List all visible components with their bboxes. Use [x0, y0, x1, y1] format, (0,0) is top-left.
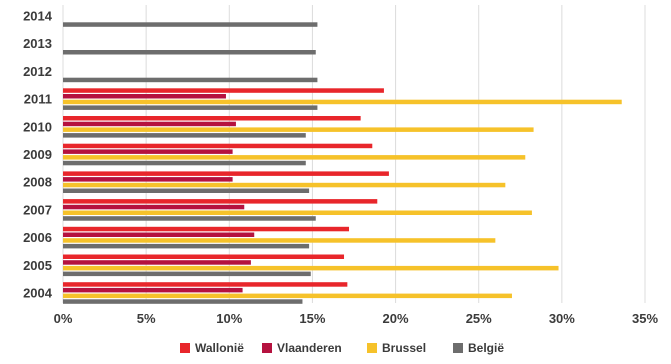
bar	[63, 177, 233, 182]
x-tick-label: 30%	[549, 311, 575, 326]
bar	[63, 271, 311, 277]
y-category-label: 2013	[23, 36, 52, 51]
bar	[63, 121, 236, 127]
bar	[63, 243, 310, 249]
bar	[63, 94, 226, 99]
bar	[63, 226, 350, 232]
bar	[63, 127, 534, 132]
x-tick-label: 25%	[466, 311, 492, 326]
bar	[63, 50, 316, 55]
legend-swatch	[180, 343, 190, 353]
bar	[63, 216, 316, 221]
bar	[63, 88, 384, 93]
x-tick-label: 35%	[632, 311, 658, 326]
bar	[63, 260, 251, 265]
y-category-label: 2011	[24, 92, 52, 107]
bar	[63, 199, 378, 204]
y-axis-labels: 2004 2005 2006 2007 2008 2009 2010 2011 2012 2013…	[23, 9, 53, 301]
bar	[63, 287, 243, 293]
bar	[63, 265, 559, 271]
bar	[63, 22, 318, 27]
x-tick-label: 0%	[54, 311, 73, 326]
bar	[63, 232, 255, 237]
legend-label: Vlaanderen	[277, 341, 342, 355]
bar	[63, 99, 622, 105]
bar	[63, 143, 373, 149]
y-category-label: 2005	[23, 258, 52, 273]
bar	[63, 116, 361, 121]
bar	[63, 293, 512, 299]
y-category-label: 2007	[23, 202, 52, 217]
bar	[63, 210, 532, 215]
legend-swatch	[367, 343, 377, 353]
y-category-label: 2012	[23, 64, 52, 79]
bar	[63, 182, 506, 188]
y-category-label: 2004	[23, 286, 53, 301]
bar	[63, 133, 306, 138]
legend-label: Brussel	[382, 341, 426, 355]
bar	[63, 254, 345, 259]
bars	[63, 22, 622, 304]
y-category-label: 2010	[23, 119, 52, 134]
x-tick-label: 20%	[383, 311, 409, 326]
legend-swatch	[262, 343, 272, 353]
bar	[63, 160, 306, 166]
legend-swatch	[453, 343, 463, 353]
x-tick-label: 15%	[299, 311, 325, 326]
bar	[63, 282, 348, 287]
bar	[63, 171, 389, 176]
bar	[63, 238, 496, 243]
grid-lines	[62, 5, 646, 303]
x-tick-label: 5%	[137, 311, 156, 326]
y-category-label: 2006	[23, 230, 52, 245]
bar	[63, 204, 245, 210]
bar	[63, 149, 233, 154]
y-category-label: 2008	[23, 175, 52, 190]
legend: Wallonië Vlaanderen Brussel België	[180, 341, 504, 355]
bar	[63, 155, 526, 160]
bar	[63, 105, 318, 110]
x-axis-labels: 0% 5% 10% 15% 20% 25% 30% 35%	[54, 311, 659, 326]
legend-label: België	[468, 341, 504, 355]
y-category-label: 2014	[23, 9, 53, 24]
bar	[63, 77, 318, 83]
x-tick-label: 10%	[216, 311, 242, 326]
bar	[63, 299, 303, 304]
legend-label: Wallonië	[195, 341, 244, 355]
y-category-label: 2009	[23, 147, 52, 162]
bar	[63, 188, 310, 193]
